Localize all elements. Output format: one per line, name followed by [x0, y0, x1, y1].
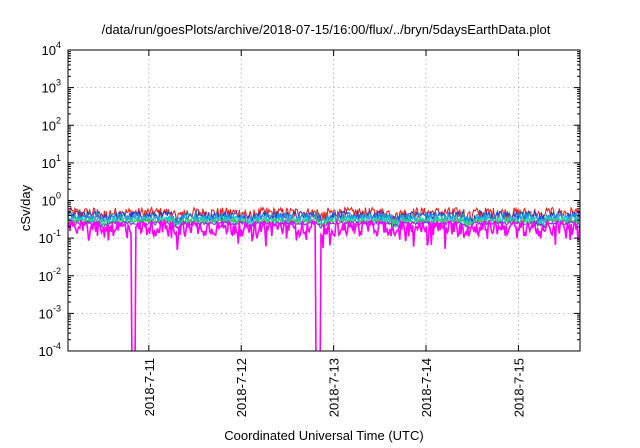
y-tick-exponent: 1 [56, 153, 61, 163]
series-line [68, 217, 580, 351]
y-tick-exponent: -2 [53, 266, 61, 276]
y-tick-exponent: -1 [53, 228, 61, 238]
y-tick-label: 104 [42, 40, 61, 58]
y-tick-base: 10 [42, 43, 56, 58]
x-axis-label: Coordinated Universal Time (UTC) [224, 428, 423, 443]
y-tick-base: 10 [39, 344, 53, 359]
y-axis-label: cSv/day [18, 184, 33, 231]
x-tick-label: 2018-7-12 [234, 358, 249, 417]
y-tick-exponent: -3 [53, 303, 61, 313]
y-tick-exponent: 2 [56, 115, 61, 125]
y-tick-label: 103 [42, 78, 61, 96]
y-tick-label: 101 [42, 153, 61, 171]
y-tick-label: 10-2 [39, 266, 61, 284]
chart-title: /data/run/goesPlots/archive/2018-07-15/1… [102, 22, 551, 37]
y-tick-label: 10-4 [39, 341, 61, 359]
y-tick-base: 10 [39, 269, 53, 284]
y-tick-exponent: 4 [56, 40, 61, 50]
series-line [68, 211, 580, 228]
y-tick-base: 10 [39, 306, 53, 321]
y-tick-base: 10 [42, 194, 56, 209]
y-tick-exponent: 0 [56, 191, 61, 201]
y-tick-base: 10 [42, 156, 56, 171]
y-tick-exponent: -4 [53, 341, 61, 351]
y-tick-exponent: 3 [56, 78, 61, 88]
x-tick-label: 2018-7-11 [142, 358, 157, 416]
x-axis: 2018-7-11 2018-7-12 2018-7-13 2018-7-14 2018… [142, 50, 526, 417]
y-tick-base: 10 [42, 118, 56, 133]
y-tick-label: 100 [42, 191, 61, 209]
y-tick-label: 10-3 [39, 303, 61, 321]
y-tick-label: 102 [42, 115, 61, 133]
x-tick-label: 2018-7-14 [419, 358, 434, 417]
plot-area [68, 205, 580, 351]
y-tick-label: 10-1 [39, 228, 61, 246]
y-tick-base: 10 [42, 81, 56, 96]
x-tick-label: 2018-7-13 [327, 358, 342, 417]
x-tick-label: 2018-7-15 [511, 358, 526, 417]
y-tick-base: 10 [39, 231, 53, 246]
grid-lines [68, 50, 580, 351]
